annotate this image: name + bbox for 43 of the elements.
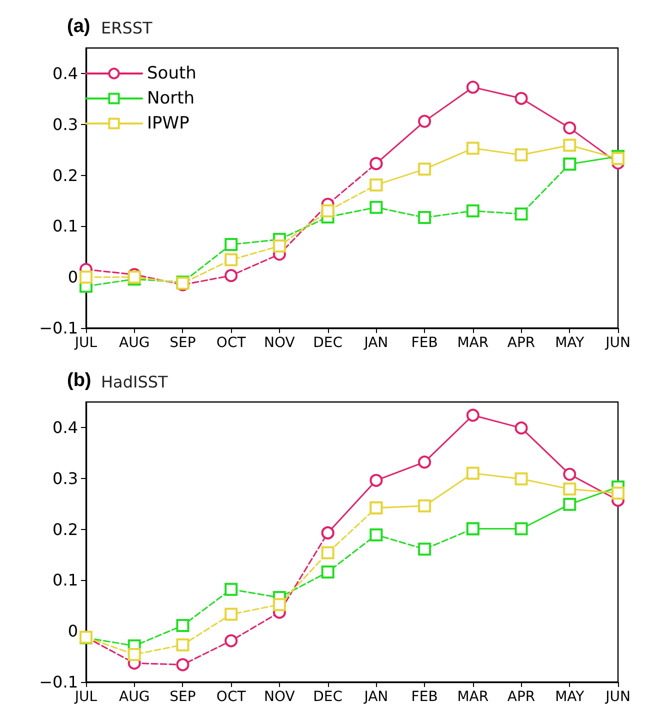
y-tick-label: 0.4 bbox=[52, 64, 78, 83]
chart-subtitle: HadISST bbox=[101, 372, 168, 392]
x-tick-label: DEC bbox=[313, 335, 343, 351]
y-tick-label: −0.1 bbox=[39, 318, 78, 338]
x-tick-label: MAY bbox=[555, 689, 585, 705]
chart-subtitle: ERSST bbox=[101, 18, 153, 38]
x-tick-label: JUN bbox=[604, 689, 630, 705]
legend-label: IPWP bbox=[147, 114, 190, 134]
x-tick-label: MAY bbox=[555, 335, 585, 351]
y-tick-label: −0.1 bbox=[39, 672, 78, 692]
x-tick-label: APR bbox=[507, 335, 536, 351]
x-tick-label: AUG bbox=[119, 689, 150, 705]
x-tick-label: JUL bbox=[74, 335, 98, 351]
legend-label: South bbox=[147, 64, 196, 84]
x-tick-label: OCT bbox=[216, 689, 246, 705]
x-tick-label: APR bbox=[507, 689, 536, 705]
y-tick-label: 0.1 bbox=[52, 570, 78, 590]
x-tick-label: SEP bbox=[170, 689, 196, 705]
x-tick-label: NOV bbox=[264, 335, 296, 351]
x-tick-label: DEC bbox=[313, 689, 343, 705]
chart-title: (a) bbox=[67, 16, 90, 37]
x-tick-label: MAR bbox=[457, 335, 489, 351]
y-tick-label: 0.1 bbox=[52, 216, 78, 236]
x-tick-label: OCT bbox=[216, 335, 246, 351]
legend-label: North bbox=[147, 88, 195, 108]
x-tick-label: SEP bbox=[170, 335, 196, 351]
y-tick-label: 0.2 bbox=[52, 520, 78, 539]
x-tick-label: JAN bbox=[363, 689, 388, 705]
y-tick-label: 0.4 bbox=[52, 418, 78, 437]
y-tick-label: 0.3 bbox=[52, 468, 78, 488]
y-tick-label: 0 bbox=[68, 268, 78, 287]
x-tick-label: AUG bbox=[119, 335, 150, 351]
x-tick-label: FEB bbox=[411, 689, 438, 705]
y-tick-label: 0.3 bbox=[52, 114, 78, 134]
x-tick-label: NOV bbox=[264, 689, 296, 705]
x-tick-label: FEB bbox=[411, 335, 438, 351]
y-tick-label: 0 bbox=[68, 622, 78, 641]
chart-title: (b) bbox=[67, 370, 92, 391]
x-tick-label: JAN bbox=[363, 335, 388, 351]
x-tick-label: MAR bbox=[457, 689, 489, 705]
x-tick-label: JUN bbox=[604, 335, 630, 351]
x-tick-label: JUL bbox=[74, 689, 98, 705]
y-tick-label: 0.2 bbox=[52, 166, 78, 185]
